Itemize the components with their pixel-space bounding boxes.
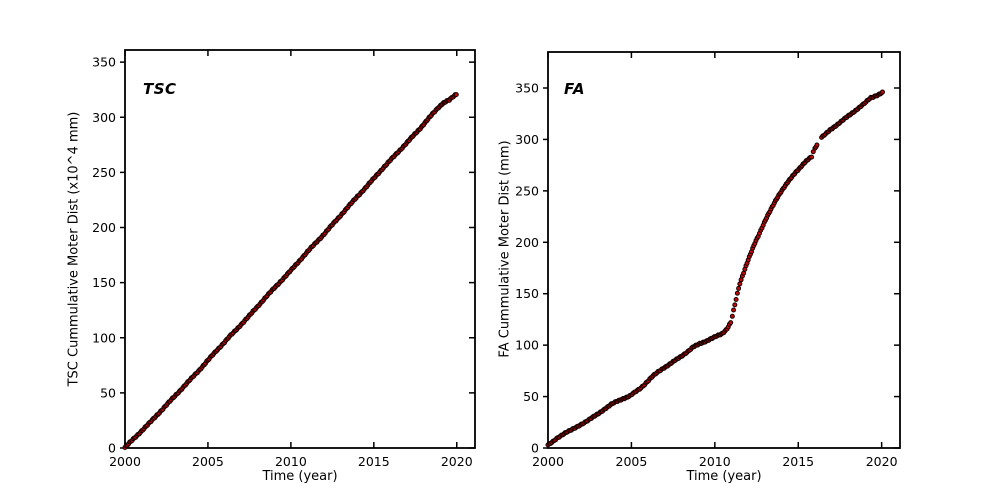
tsc-y-tick-label: 350 [92,55,116,70]
fa-x-tick-label: 2015 [782,454,814,469]
fa-tick-labels: 2000 2005 2010 2015 2020 0 50 100 150 200 250 300 35… [515,81,897,470]
fa-x-tick-label: 2005 [616,454,648,469]
tsc-x-tick-label: 2020 [441,454,473,469]
fa-y-axis-label: FA Cummulative Moter Dist (mm) [497,140,513,358]
tsc-x-axis-label: Time (year) [262,469,338,484]
fa-x-tick-label: 2020 [866,454,898,469]
fa-y-tick-label: 300 [515,132,539,147]
fa-y-tick-label: 150 [515,286,539,301]
tsc-plot-frame [124,49,476,449]
fa-y-tick-label: 350 [515,81,539,96]
tsc-y-tick-label: 200 [92,220,116,235]
tsc-y-tick-label: 150 [92,275,116,290]
fa-y-tick-label: 200 [515,235,539,250]
tsc-tick-labels: 2000 2005 2010 2015 2020 0 50 100 150 200 250 300 35… [92,55,473,469]
tsc-x-tick-label: 2015 [358,454,390,469]
fa-panel-label: FA [564,80,585,98]
tsc-y-tick-label: 0 [108,441,116,456]
fa-x-tick-label: 2000 [532,454,564,469]
fa-series-points [545,89,885,448]
tsc-panel-label: TSC [143,80,177,98]
fa-ticks [543,52,900,449]
tsc-y-tick-label: 250 [92,165,116,180]
fa-x-tick-label: 2010 [699,454,731,469]
tsc-x-tick-label: 2010 [275,454,307,469]
tsc-y-tick-label: 300 [92,110,116,125]
fa-y-tick-label: 0 [531,441,539,456]
tsc-y-axis-label: TSC Cummulative Moter Dist (x10^4 mm) [66,111,82,387]
fa-plot-frame [547,51,901,449]
tsc-ticks [120,50,475,449]
tsc-x-tick-label: 2000 [109,454,141,469]
fa-x-axis-label: Time (year) [686,469,762,484]
tsc-y-tick-label: 50 [100,385,116,400]
fa-panel: 2000 2005 2010 2015 2020 0 50 100 150 200 250 300 35… [515,51,901,470]
tsc-panel: 2000 2005 2010 2015 2020 0 50 100 150 200 250 300 35… [92,49,476,469]
fa-y-tick-label: 250 [515,183,539,198]
tsc-y-tick-label: 100 [92,330,116,345]
tsc-x-tick-label: 2005 [192,454,224,469]
tsc-series-points [122,92,459,450]
fa-y-tick-label: 50 [523,389,539,404]
fa-y-tick-label: 100 [515,338,539,353]
